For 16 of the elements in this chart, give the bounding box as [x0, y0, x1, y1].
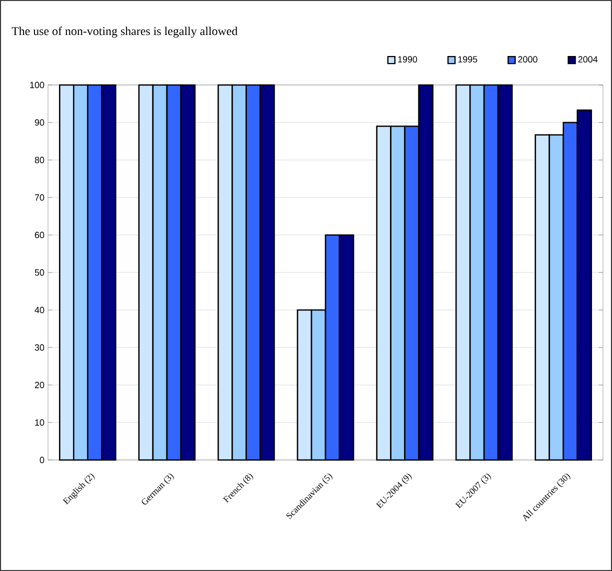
y-tick-label: 80: [34, 156, 44, 164]
y-tick-label: 30: [34, 344, 44, 351]
y-tick-label: 50: [34, 269, 44, 276]
legend-label: 2000: [518, 56, 538, 63]
y-tick-label: 60: [34, 232, 44, 238]
y-tick-label: 40: [34, 306, 44, 314]
y-tick-label: 10: [35, 419, 44, 426]
legend-label: 1995: [458, 56, 478, 63]
y-tick-label: 0: [40, 456, 44, 464]
y-tick-label: 20: [34, 382, 44, 388]
chart-title: The use of non-voting shares is legally allowed: [12, 26, 238, 38]
legend-label: 2004: [578, 56, 598, 63]
y-tick-label: 70: [34, 194, 44, 201]
y-tick-label: 90: [34, 119, 44, 126]
y-tick-label: 100: [30, 82, 44, 88]
legend-label: 1990: [398, 56, 418, 63]
